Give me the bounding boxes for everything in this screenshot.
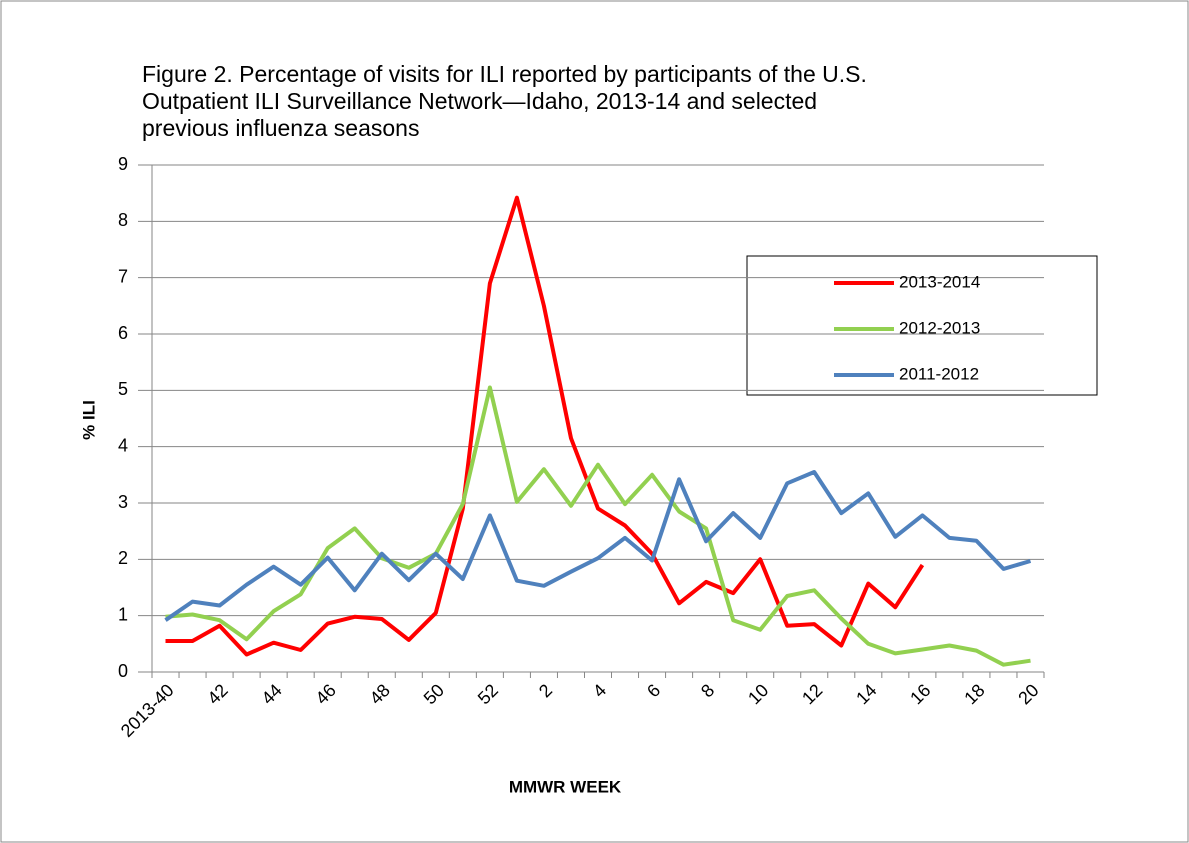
y-axis-title: % ILI [79,400,98,440]
y-tick-label: 1 [118,604,128,624]
series-line [164,470,1032,622]
y-tick-label: 5 [118,379,128,399]
legend-label: 2013-2014 [899,272,980,291]
y-tick-label: 7 [118,266,128,286]
legend-box [746,255,1098,396]
y-tick-label: 3 [118,492,128,512]
legend-label: 2011-2012 [899,364,979,383]
series-line [165,385,1031,667]
chart-title: previous influenza seasons [142,115,419,141]
y-tick-label: 2 [118,548,128,568]
y-tick-label: 4 [118,435,128,455]
chart-title: Figure 2. Percentage of visits for ILI r… [142,61,867,87]
chart-title: Outpatient ILI Surveillance Network—Idah… [142,88,817,114]
x-axis-title: MMWR WEEK [509,777,622,796]
legend-label: 2012-2013 [899,318,980,337]
y-tick-label: 6 [118,323,128,343]
y-tick-label: 9 [118,154,128,174]
y-tick-label: 0 [118,661,128,681]
series-line [165,195,925,657]
y-tick-label: 8 [118,210,128,230]
